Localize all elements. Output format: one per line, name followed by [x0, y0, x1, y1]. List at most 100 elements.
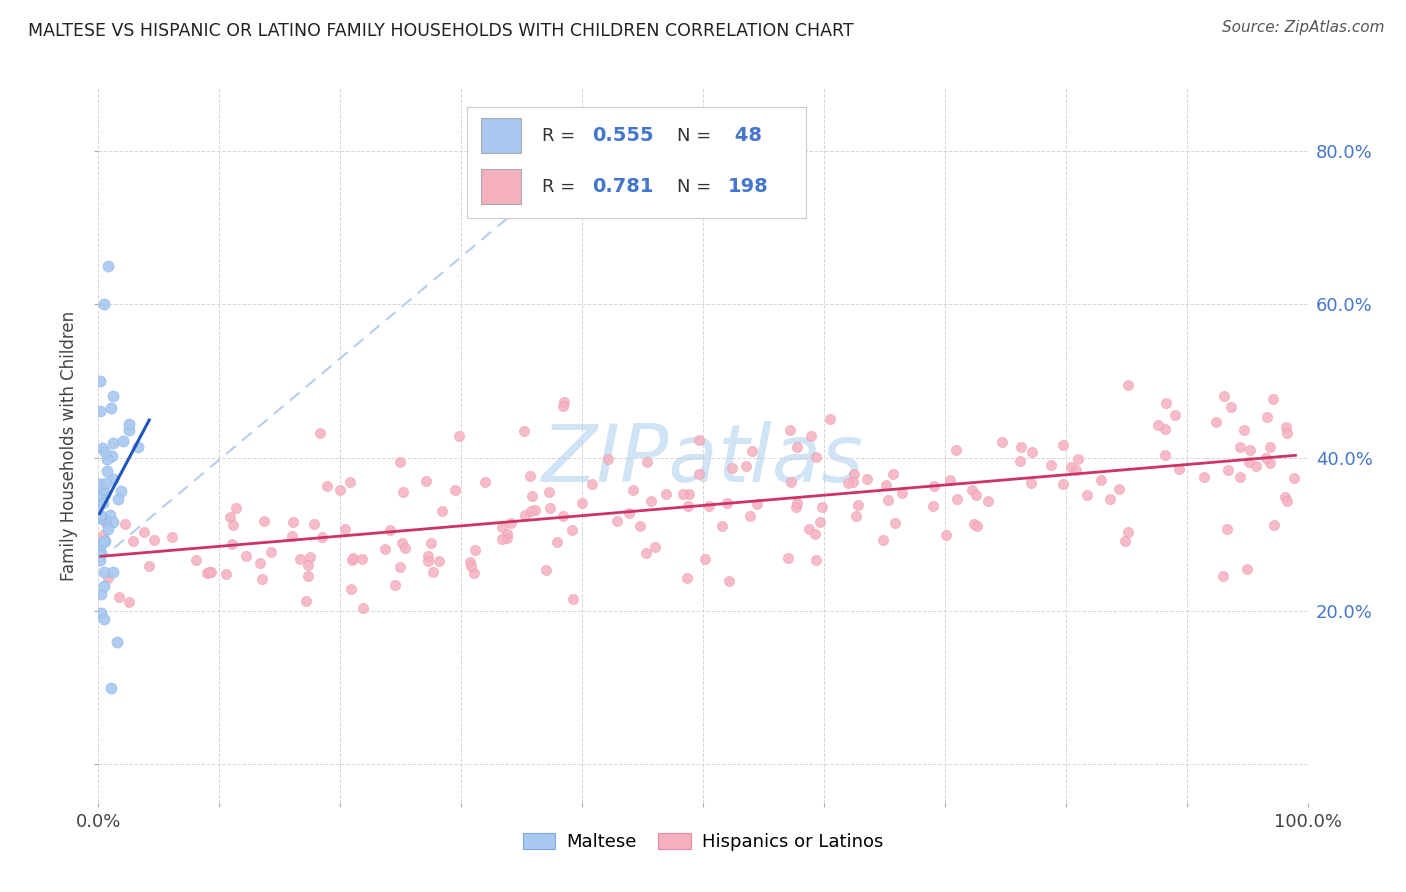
Point	[934, 528, 956, 542]
Point	[1147, 418, 1170, 433]
Point	[103, 472, 125, 486]
Point	[1212, 389, 1234, 403]
Point	[93, 533, 115, 548]
Point	[420, 536, 443, 550]
Point	[688, 433, 710, 447]
Point	[720, 461, 742, 475]
Point	[100, 681, 122, 695]
Point	[1258, 457, 1281, 471]
Point	[93, 297, 115, 311]
Point	[114, 516, 136, 531]
Point	[340, 553, 363, 567]
Point	[93, 534, 115, 549]
Point	[561, 524, 583, 538]
Point	[97, 522, 120, 536]
Point	[520, 489, 543, 503]
Point	[1216, 522, 1239, 536]
Point	[422, 565, 444, 579]
Point	[1216, 463, 1239, 477]
Point	[89, 486, 111, 500]
Point	[447, 429, 470, 443]
Point	[221, 536, 243, 550]
Point	[776, 550, 799, 565]
Point	[280, 529, 302, 543]
Point	[89, 497, 111, 511]
Point	[91, 527, 114, 541]
Point	[538, 501, 561, 516]
Point	[93, 565, 115, 579]
Point	[394, 541, 416, 555]
Point	[1008, 454, 1031, 468]
Point	[118, 417, 141, 432]
Point	[1021, 445, 1043, 459]
Point	[811, 500, 834, 514]
Point	[808, 515, 831, 529]
Point	[299, 550, 322, 565]
Point	[329, 483, 352, 497]
Point	[519, 504, 541, 518]
Point	[93, 612, 115, 626]
Point	[416, 554, 439, 568]
Point	[711, 518, 734, 533]
Point	[249, 557, 271, 571]
Point	[991, 434, 1014, 449]
Point	[786, 441, 808, 455]
Text: Source: ZipAtlas.com: Source: ZipAtlas.com	[1222, 20, 1385, 35]
Point	[222, 518, 245, 533]
Point	[738, 509, 761, 524]
Point	[1052, 477, 1074, 491]
Point	[89, 508, 111, 522]
Point	[1236, 562, 1258, 576]
Point	[581, 476, 603, 491]
Point	[553, 508, 575, 523]
Point	[96, 516, 118, 530]
Point	[1154, 395, 1177, 409]
Point	[561, 591, 583, 606]
Point	[845, 508, 868, 523]
Point	[960, 483, 983, 497]
Point	[117, 595, 139, 609]
Point	[496, 527, 519, 541]
Point	[94, 513, 117, 527]
Point	[1254, 450, 1277, 465]
Point	[536, 563, 558, 577]
Point	[842, 467, 865, 481]
Point	[1114, 534, 1136, 549]
Point	[215, 567, 238, 582]
Point	[121, 533, 143, 548]
Point	[89, 404, 111, 418]
Point	[1239, 455, 1261, 469]
Point	[872, 533, 894, 547]
Point	[519, 469, 541, 483]
Point	[195, 566, 218, 580]
Point	[219, 510, 242, 524]
Point	[444, 483, 467, 498]
Point	[107, 491, 129, 506]
Point	[621, 483, 644, 497]
Point	[105, 634, 128, 648]
Point	[837, 475, 859, 490]
Point	[1277, 493, 1299, 508]
Point	[513, 508, 536, 522]
Point	[1164, 409, 1187, 423]
Point	[513, 424, 536, 438]
Point	[432, 504, 454, 518]
Point	[308, 425, 330, 440]
Point	[718, 574, 741, 588]
Point	[458, 555, 481, 569]
Point	[103, 389, 125, 403]
Text: MALTESE VS HISPANIC OR LATINO FAMILY HOUSEHOLDS WITH CHILDREN CORRELATION CHART: MALTESE VS HISPANIC OR LATINO FAMILY HOU…	[28, 22, 853, 40]
Point	[384, 578, 406, 592]
Point	[288, 552, 311, 566]
Point	[391, 535, 413, 549]
Point	[1064, 463, 1087, 477]
Point	[606, 514, 628, 528]
Point	[1282, 470, 1305, 484]
Point	[1256, 409, 1278, 424]
Point	[250, 572, 273, 586]
Point	[184, 553, 207, 567]
Point	[1205, 416, 1227, 430]
Y-axis label: Family Households with Children: Family Households with Children	[59, 311, 77, 581]
Point	[785, 500, 807, 515]
Point	[89, 545, 111, 559]
